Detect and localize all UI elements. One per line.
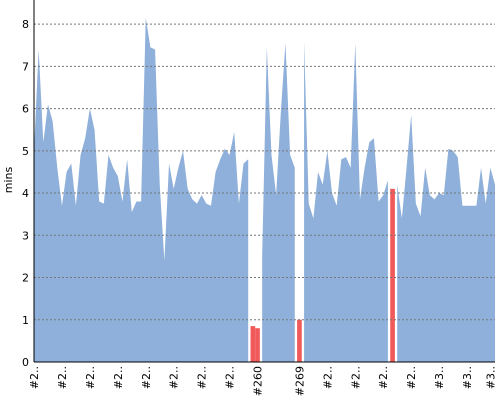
x-tick-label: #2.. [405, 366, 418, 389]
y-axis-label: mins [2, 166, 15, 193]
x-tick-label: #3.. [461, 366, 474, 389]
y-tick-label: 2 [22, 272, 29, 285]
x-tick-label: #2.. [112, 366, 125, 389]
y-tick-label: 6 [22, 103, 29, 116]
area [397, 114, 495, 363]
x-tick-label: #3.. [484, 366, 497, 389]
x-tick-label: #260 [252, 366, 265, 396]
x-tick-label: #2.. [196, 366, 209, 389]
bar [297, 319, 302, 362]
x-tick-label: #269 [293, 366, 306, 396]
bar [390, 188, 395, 362]
x-tick-label: #2.. [56, 366, 69, 389]
x-tick-label: #2.. [377, 366, 390, 389]
x-tick-label: #2.. [140, 366, 153, 389]
x-tick-label: #2.. [84, 366, 97, 389]
area [262, 43, 295, 362]
y-tick-label: 1 [22, 314, 29, 327]
y-tick-label: 5 [22, 145, 29, 158]
area [304, 41, 388, 362]
y-tick-label: 7 [22, 60, 29, 73]
y-tick-label: 8 [22, 18, 29, 31]
x-tick-label: #2.. [28, 366, 41, 389]
x-tick-label: #3.. [433, 366, 446, 389]
bar [255, 328, 260, 362]
bar [250, 326, 256, 362]
x-tick-label: #2.. [168, 366, 181, 389]
area [34, 17, 249, 363]
x-tick-label: #2.. [321, 366, 334, 389]
y-tick-label: 3 [22, 229, 29, 242]
y-tick-label: 4 [22, 187, 29, 200]
y-tick-label: 0 [22, 356, 29, 369]
x-tick-label: #2.. [349, 366, 362, 389]
x-tick-label: #2.. [224, 366, 237, 389]
